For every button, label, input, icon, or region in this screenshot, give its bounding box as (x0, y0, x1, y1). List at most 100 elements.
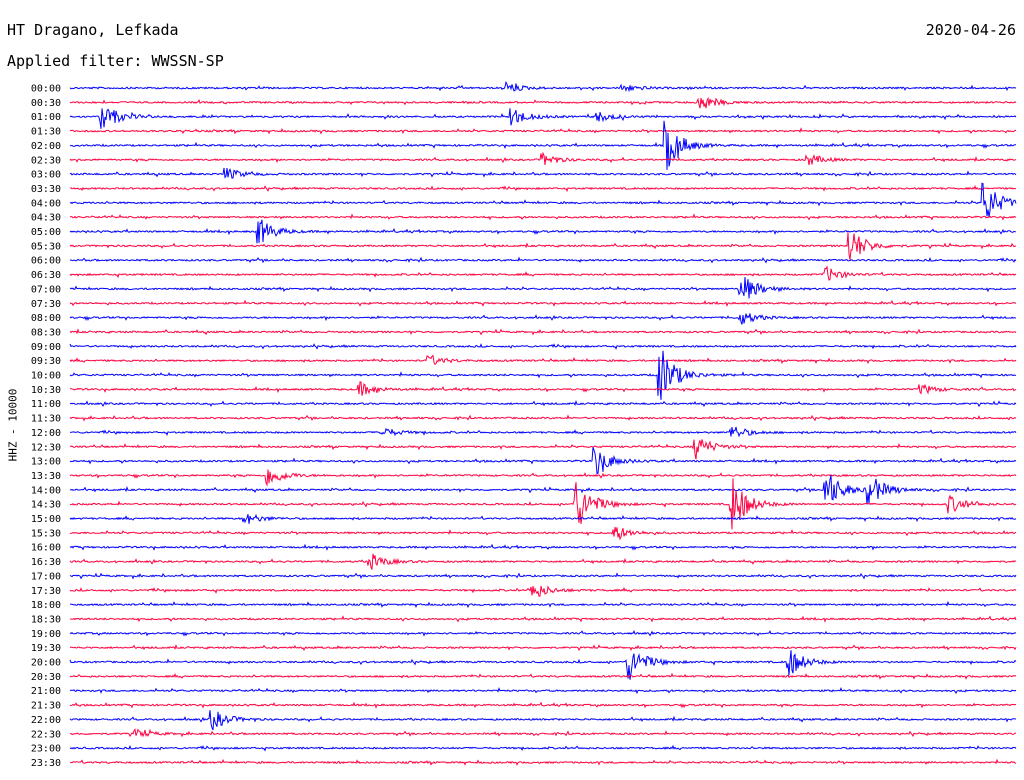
row-time-label: 22:30 (31, 729, 61, 740)
row-time-label: 06:30 (31, 270, 61, 281)
row-time-label: 22:00 (31, 715, 61, 726)
trace-row-1700 (69, 572, 1017, 580)
trace-row-0430 (69, 213, 1017, 221)
row-time-label: 04:30 (31, 213, 61, 224)
row-time-label: 16:00 (31, 543, 61, 554)
trace-row-1230 (69, 439, 1017, 460)
trace-row-2030 (69, 672, 1017, 680)
row-time-label: 13:30 (31, 471, 61, 482)
row-time-label: 20:00 (31, 658, 61, 669)
row-time-label: 18:30 (31, 614, 61, 625)
trace-row-1300 (69, 447, 1017, 475)
row-time-label: 16:30 (31, 557, 61, 568)
trace-row-1630 (69, 553, 1017, 570)
trace-row-2130 (69, 701, 1017, 709)
row-time-label: 01:30 (31, 127, 61, 138)
trace-row-0200 (69, 120, 1016, 170)
row-time-label: 15:00 (31, 514, 61, 525)
trace-row-1130 (69, 414, 1017, 422)
trace-row-2200 (69, 710, 1017, 731)
row-time-label: 10:00 (31, 371, 61, 382)
row-time-label: 02:00 (31, 141, 61, 152)
trace-row-0000 (69, 80, 1017, 93)
trace-row-0630 (69, 265, 1017, 281)
trace-row-1800 (69, 600, 1017, 609)
row-time-label: 20:30 (31, 672, 61, 683)
trace-row-0330 (69, 185, 1017, 193)
trace-row-0800 (69, 313, 1017, 325)
trace-row-0100 (69, 108, 1017, 129)
row-time-label: 14:30 (31, 500, 61, 511)
trace-row-0030 (69, 96, 1017, 109)
row-time-label: 02:30 (31, 155, 61, 166)
trace-row-0230 (69, 151, 1017, 166)
row-time-label: 21:30 (31, 701, 61, 712)
trace-row-1730 (69, 585, 1017, 597)
trace-row-2230 (70, 728, 1016, 738)
row-time-label: 19:00 (31, 629, 61, 640)
trace-row-0600 (69, 256, 1017, 264)
row-time-label: 01:00 (31, 112, 61, 123)
row-time-label: 08:30 (31, 327, 61, 338)
trace-row-0130 (69, 127, 1017, 135)
row-time-label: 10:30 (31, 385, 61, 396)
trace-row-1200 (69, 426, 1017, 438)
trace-row-2100 (69, 686, 1017, 695)
row-time-label: 12:30 (31, 442, 61, 453)
trace-row-0730 (69, 299, 1017, 308)
record-date: 2020-04-26 (925, 21, 1016, 39)
row-time-label: 00:30 (31, 98, 61, 109)
row-time-label: 23:00 (31, 744, 61, 755)
trace-row-1830 (69, 615, 1017, 623)
trace-row-2000 (69, 650, 1017, 680)
row-time-label: 06:00 (31, 256, 61, 267)
row-time-label: 05:00 (31, 227, 61, 238)
trace-row-0530 (69, 232, 1016, 260)
trace-row-1400 (70, 475, 1017, 505)
row-time-label: 12:00 (31, 428, 61, 439)
trace-row-1930 (69, 643, 1017, 652)
trace-row-1030 (69, 381, 1017, 396)
row-time-label: 18:00 (31, 600, 61, 611)
trace-row-1330 (69, 469, 1017, 487)
trace-row-1900 (69, 629, 1017, 637)
row-time-label: 21:00 (31, 686, 61, 697)
row-time-label: 07:30 (31, 299, 61, 310)
filter-label: Applied filter: WWSSN-SP (7, 52, 224, 70)
row-time-label: 09:00 (31, 342, 61, 353)
trace-row-1530 (69, 526, 1017, 541)
row-time-label: 23:30 (31, 758, 61, 769)
row-time-label: 08:00 (31, 313, 61, 324)
row-time-label: 03:30 (31, 184, 61, 195)
row-time-label: 14:00 (31, 485, 61, 496)
trace-row-1500 (69, 513, 1017, 524)
row-time-label: 03:00 (31, 170, 61, 181)
row-time-label: 07:00 (31, 284, 61, 295)
trace-row-0930 (69, 354, 1017, 366)
row-time-label: 05:30 (31, 241, 61, 252)
trace-row-0300 (69, 167, 1017, 179)
row-time-label: 11:30 (31, 414, 61, 425)
trace-row-0900 (69, 343, 1017, 350)
trace-row-0830 (69, 328, 1017, 336)
trace-row-2330 (69, 758, 1017, 766)
row-time-label: 17:30 (31, 586, 61, 597)
row-time-label: 04:00 (31, 198, 61, 209)
trace-row-1100 (69, 399, 1017, 408)
row-time-label: 13:00 (31, 457, 61, 468)
trace-row-2300 (69, 744, 1017, 752)
trace-row-1600 (69, 543, 1017, 551)
trace-row-1000 (69, 350, 1017, 400)
row-time-label: 11:00 (31, 399, 61, 410)
row-time-label: 09:30 (31, 356, 61, 367)
trace-row-0500 (69, 219, 1017, 244)
trace-row-1430 (69, 478, 1017, 530)
trace-row-0400 (69, 182, 1017, 218)
row-time-label: 15:30 (31, 528, 61, 539)
station-title: HT Dragano, Lefkada (7, 21, 179, 39)
row-time-label: 00:00 (31, 84, 61, 95)
row-time-label: 17:00 (31, 571, 61, 582)
trace-row-0700 (69, 276, 1017, 299)
row-time-label: 19:30 (31, 643, 61, 654)
